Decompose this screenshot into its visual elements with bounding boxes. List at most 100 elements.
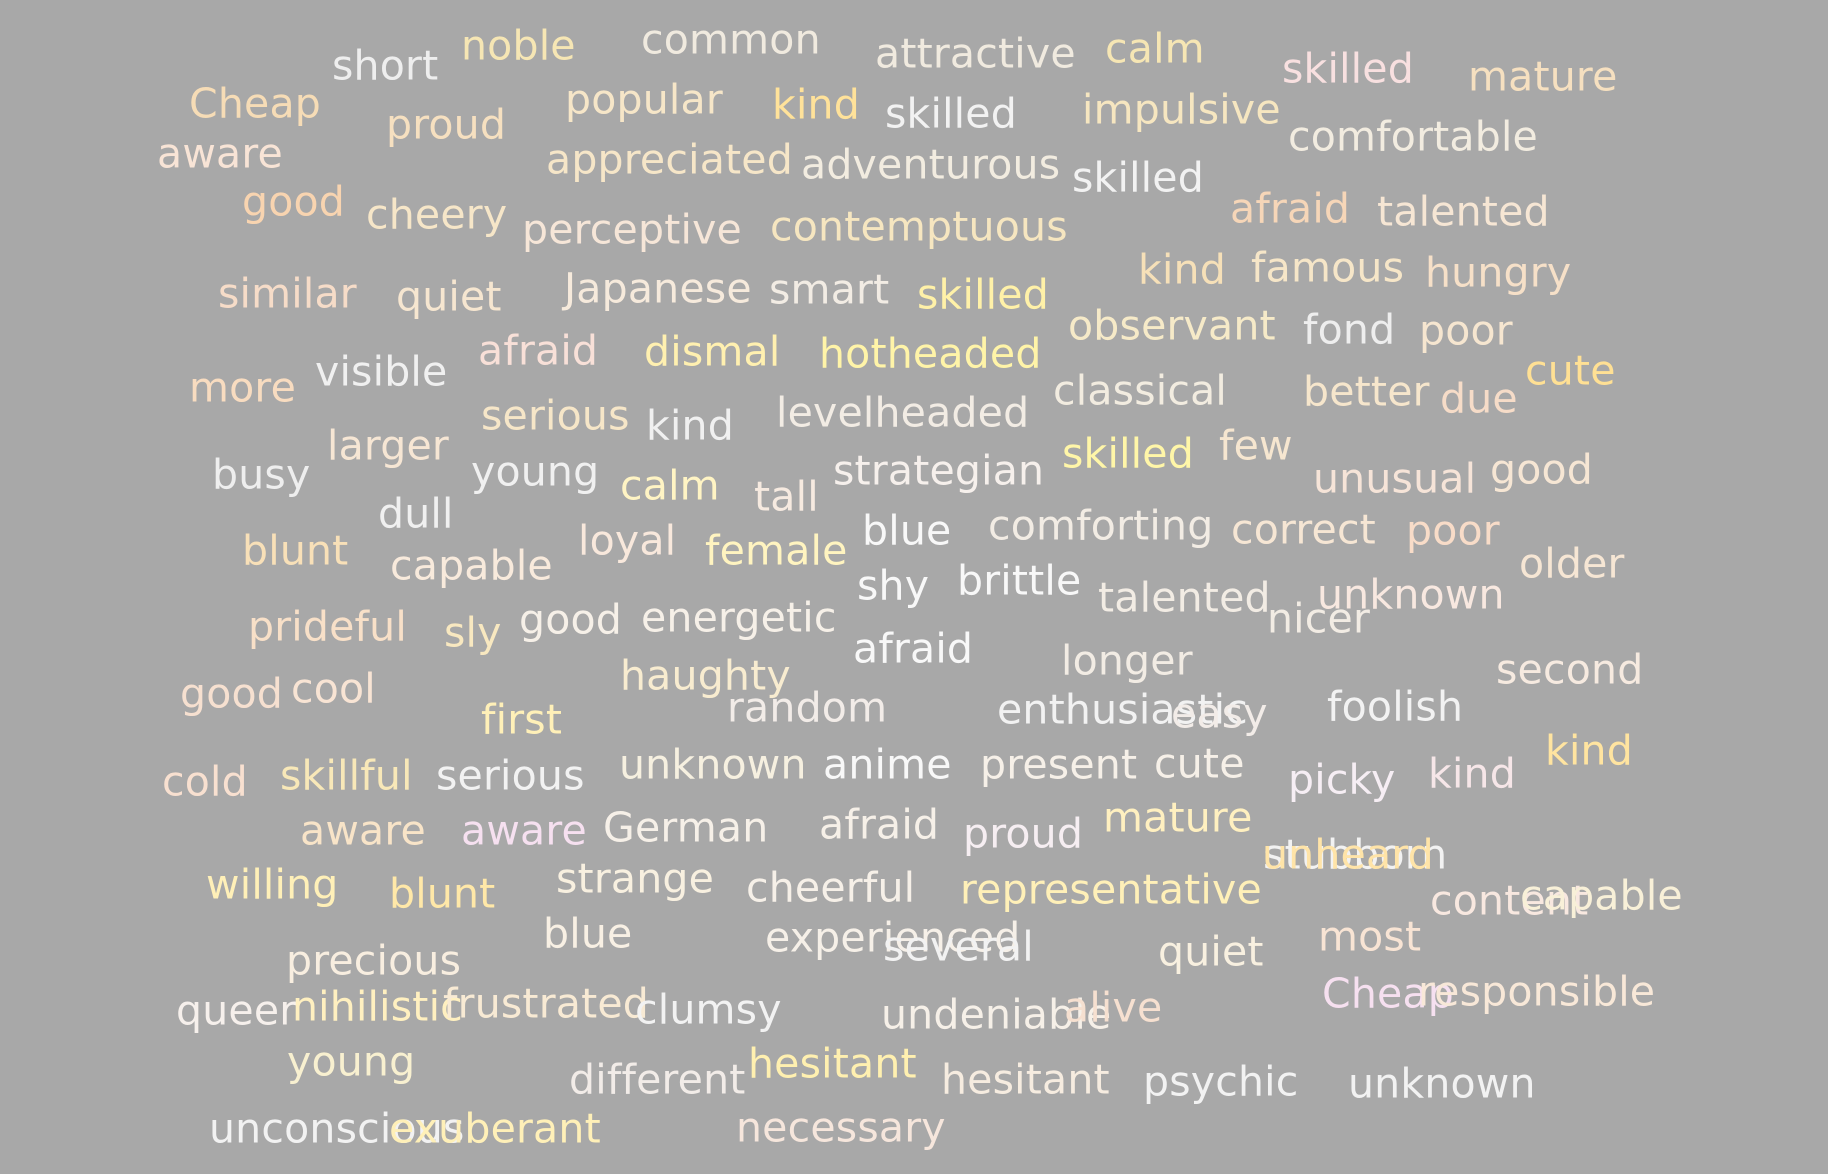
word-shy: shy: [857, 561, 930, 610]
word-capable: capable: [1520, 871, 1683, 920]
word-good: good: [519, 595, 623, 644]
word-first: first: [481, 695, 563, 744]
word-loyal: loyal: [578, 516, 677, 565]
word-hesitant: hesitant: [748, 1039, 917, 1088]
word-precious: precious: [286, 936, 462, 985]
word-picky: picky: [1288, 755, 1396, 804]
word-comfortable: comfortable: [1288, 112, 1538, 161]
word-adventurous: adventurous: [801, 140, 1061, 189]
word-common: common: [641, 15, 821, 64]
word-tall: tall: [754, 472, 819, 521]
word-quiet: quiet: [1158, 927, 1264, 976]
word-larger: larger: [327, 421, 449, 470]
word-talented: talented: [1098, 573, 1271, 622]
word-anime: anime: [823, 740, 952, 789]
word-queer: queer: [176, 986, 297, 1035]
word-kind: kind: [1428, 749, 1516, 798]
word-exuberant: exuberant: [389, 1104, 601, 1153]
word-frustrated: frustrated: [443, 979, 650, 1028]
word-cheerful: cheerful: [746, 863, 916, 912]
word-skilled: skilled: [1282, 44, 1414, 93]
word-calm: calm: [620, 461, 720, 510]
word-alive: alive: [1064, 983, 1163, 1032]
word-skilled: skilled: [1072, 153, 1204, 202]
word-hotheaded: hotheaded: [819, 329, 1042, 378]
word-prideful: prideful: [248, 602, 407, 651]
word-due: due: [1440, 374, 1518, 423]
word-willing: willing: [206, 860, 339, 909]
word-blue: blue: [543, 909, 633, 958]
word-brittle: brittle: [957, 556, 1082, 605]
word-unusual: unusual: [1313, 454, 1477, 503]
word-afraid: afraid: [819, 800, 940, 849]
word-perceptive: perceptive: [522, 205, 742, 254]
word-comforting: comforting: [988, 501, 1214, 550]
word-skilled: skilled: [885, 89, 1017, 138]
word-cold: cold: [162, 757, 248, 806]
word-clumsy: clumsy: [635, 985, 782, 1034]
word-blue: blue: [862, 506, 952, 555]
word-visible: visible: [315, 347, 448, 396]
word-serious: serious: [436, 751, 585, 800]
word-appreciated: appreciated: [546, 135, 793, 184]
word-kind: kind: [772, 80, 860, 129]
word-skillful: skillful: [280, 751, 413, 800]
word-busy: busy: [212, 450, 311, 499]
word-calm: calm: [1105, 24, 1205, 73]
word-necessary: necessary: [736, 1103, 946, 1152]
word-dull: dull: [378, 489, 454, 538]
word-smart: smart: [769, 265, 890, 314]
word-capable: capable: [390, 541, 553, 590]
word-present: present: [980, 740, 1138, 789]
word-good: good: [1490, 445, 1594, 494]
word-correct: correct: [1231, 505, 1376, 554]
word-noble: noble: [461, 21, 576, 70]
word-few: few: [1219, 421, 1293, 470]
word-nicer: nicer: [1267, 594, 1370, 643]
word-cheap: Cheap: [1322, 969, 1454, 1018]
word-hungry: hungry: [1425, 248, 1572, 297]
word-better: better: [1303, 367, 1430, 416]
word-good: good: [180, 669, 284, 718]
word-hesitant: hesitant: [941, 1055, 1110, 1104]
word-second: second: [1496, 645, 1644, 694]
word-strange: strange: [556, 854, 715, 903]
word-mature: mature: [1468, 52, 1618, 101]
word-german: German: [603, 803, 769, 852]
word-proud: proud: [386, 100, 507, 149]
word-unknown: unknown: [1317, 570, 1505, 619]
word-stubborn: stubborn: [1263, 830, 1448, 879]
word-older: older: [1519, 539, 1625, 588]
word-dismal: dismal: [644, 327, 781, 376]
word-enthusiastic: enthusiastic: [997, 685, 1248, 734]
word-short: short: [332, 41, 439, 90]
word-popular: popular: [565, 75, 723, 124]
word-contemptuous: contemptuous: [770, 202, 1068, 251]
word-famous: famous: [1251, 243, 1405, 292]
word-unknown: unknown: [1348, 1059, 1536, 1108]
word-content: content: [1430, 876, 1589, 925]
word-afraid: afraid: [853, 624, 974, 673]
word-impulsive: impulsive: [1082, 85, 1281, 134]
word-proud: proud: [963, 809, 1084, 858]
word-undeniable: undeniable: [881, 990, 1112, 1039]
word-observant: observant: [1068, 301, 1276, 350]
word-classical: classical: [1053, 366, 1228, 415]
word-cheap: Cheap: [189, 79, 321, 128]
word-kind: kind: [1138, 245, 1226, 294]
word-energetic: energetic: [641, 593, 837, 642]
word-serious: serious: [481, 391, 630, 440]
word-experienced: experienced: [765, 913, 1021, 962]
word-aware: aware: [300, 806, 426, 855]
word-more: more: [189, 363, 297, 412]
word-cool: cool: [291, 664, 376, 713]
word-afraid: afraid: [1230, 184, 1351, 233]
word-aware: aware: [157, 129, 283, 178]
word-unheard: unheard: [1262, 830, 1434, 879]
word-psychic: psychic: [1143, 1057, 1299, 1106]
word-poor: poor: [1419, 306, 1513, 355]
word-similar: similar: [218, 269, 357, 318]
word-young: young: [471, 447, 600, 496]
word-kind: kind: [646, 401, 734, 450]
